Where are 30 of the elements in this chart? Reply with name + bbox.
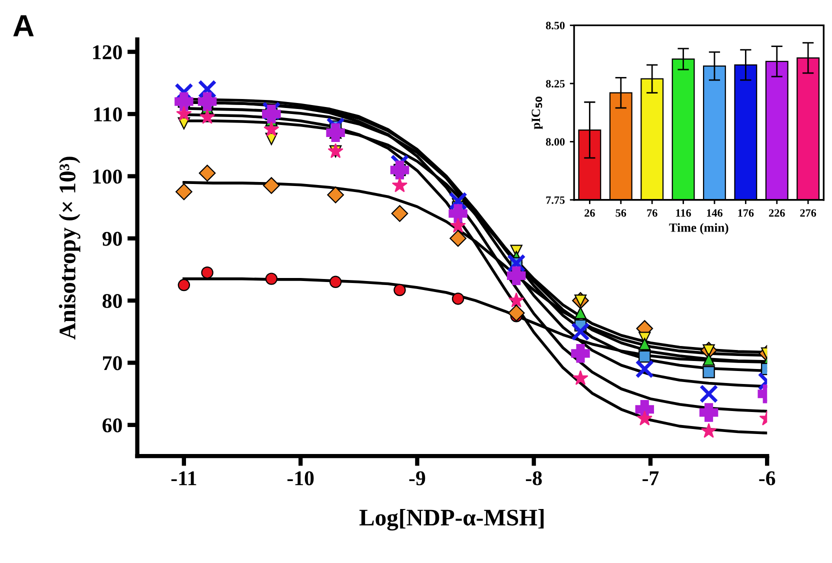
x-tick-label: -8 <box>526 471 542 486</box>
y-tick-label: 100 <box>93 170 122 184</box>
y-tick-label: 60 <box>102 418 122 432</box>
x-tick-label: 276 <box>800 209 816 217</box>
x-tick-label: 146 <box>707 209 722 217</box>
x-tick-label: 26 <box>584 209 595 217</box>
y-tick-label: 120 <box>93 45 122 60</box>
x-tick-label: 226 <box>769 209 785 217</box>
x-tick-label: 76 <box>647 209 658 217</box>
y-tick-label: 8.50 <box>546 22 565 30</box>
y-tick-label: 7.75 <box>546 196 565 204</box>
x-tick-label: 56 <box>616 209 626 217</box>
x-tick-label: -10 <box>287 471 314 486</box>
y-tick-label: 70 <box>103 356 122 370</box>
x-tick-label: 116 <box>676 209 691 217</box>
x-tick-label: -9 <box>409 471 426 486</box>
y-axis-title: Anisotropy (× 10³) <box>58 156 80 340</box>
x-tick-label: -6 <box>759 471 776 486</box>
y-axis-title: pIC$_{50}$ <box>532 96 543 130</box>
y-tick-label: 90 <box>102 232 122 246</box>
x-axis-title: Time (min) <box>669 223 728 234</box>
y-tick-label: 110 <box>94 107 122 122</box>
x-tick-label: -7 <box>642 471 659 486</box>
y-tick-label: 8.00 <box>546 138 565 146</box>
text: A <box>13 15 34 36</box>
y-tick-label: 8.25 <box>546 80 565 88</box>
y-tick-label: 80 <box>102 294 122 308</box>
x-tick-label: -11 <box>171 471 196 486</box>
x-axis-title: Log[NDP-α-MSH] <box>359 508 544 531</box>
x-tick-label: 176 <box>738 209 754 217</box>
